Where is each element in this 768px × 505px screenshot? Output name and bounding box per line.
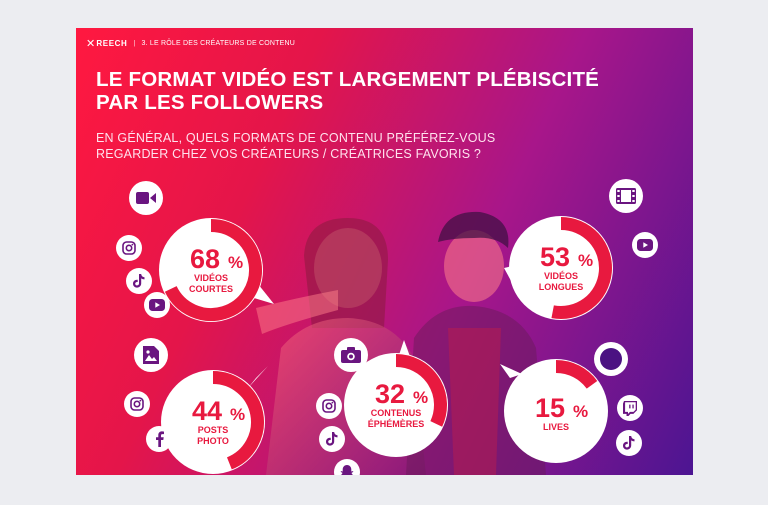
tiktok-icon xyxy=(126,268,152,294)
tiktok-icon xyxy=(616,430,642,456)
value-label: 15 xyxy=(535,393,565,423)
category-label-line-1: VIDÉOS xyxy=(194,273,228,283)
header-bar: ✕ REECH | 3. LE RÔLE DES CRÉATEURS DE CO… xyxy=(86,36,295,50)
record-icon xyxy=(594,342,628,376)
instagram-icon xyxy=(116,235,142,261)
category-label-line-2: PHOTO xyxy=(197,436,229,446)
youtube-icon xyxy=(632,232,658,258)
donut-arc xyxy=(164,219,262,321)
tiktok-icon xyxy=(319,426,345,452)
video-camera-icon xyxy=(129,181,163,215)
youtube-icon xyxy=(144,292,170,318)
title-line-2: PAR LES FOLLOWERS xyxy=(96,91,324,114)
donut-arc xyxy=(551,217,612,319)
donut-arc xyxy=(395,354,447,427)
page-subtitle: EN GÉNÉRAL, QUELS FORMATS DE CONTENU PRÉ… xyxy=(96,130,656,162)
page-title: LE FORMAT VIDÉO EST LARGEMENT PLÉBISCITÉ… xyxy=(96,68,656,114)
category-label-line-2: COURTES xyxy=(189,284,233,294)
category-label-line-2: LONGUES xyxy=(539,282,584,292)
bubble-background xyxy=(159,218,263,322)
film-icon xyxy=(609,179,643,213)
donut-4: 15 % LIVES xyxy=(500,359,608,463)
bubble-background xyxy=(509,216,613,320)
value-unit: % xyxy=(228,253,243,272)
section-label: 3. LE RÔLE DES CRÉATEURS DE CONTENU xyxy=(141,39,295,47)
bubble-background xyxy=(344,353,448,457)
value-unit: % xyxy=(578,251,593,270)
subtitle-line-2: REGARDER CHEZ VOS CRÉATEURS / CRÉATRICES… xyxy=(96,147,482,161)
snapchat-icon xyxy=(334,459,360,475)
value-label: 53 xyxy=(540,242,570,272)
value-unit: % xyxy=(573,402,588,421)
image-icon xyxy=(134,338,168,372)
value-label: 32 xyxy=(375,379,405,409)
category-label-line-2: ÉPHÉMÈRES xyxy=(368,419,425,429)
facebook-icon xyxy=(146,426,172,452)
category-label-line-1: VIDÉOS xyxy=(544,271,578,281)
donut-arc xyxy=(555,360,598,389)
reech-logo-icon: ✕ xyxy=(86,37,96,50)
twitch-icon xyxy=(617,395,643,421)
subtitle-line-1: EN GÉNÉRAL, QUELS FORMATS DE CONTENU PRÉ… xyxy=(96,131,496,145)
infographic-card: 68% VIDÉOS COURTES 53% VIDÉOS LONGUES 44% POSTS… xyxy=(76,28,693,475)
category-label-line-1: LIVES xyxy=(543,422,569,432)
category-label-line-1: CONTENUS xyxy=(371,408,422,418)
instagram-icon xyxy=(316,393,342,419)
bubble-tail xyxy=(500,364,522,378)
value-unit: % xyxy=(413,388,428,407)
brand-name: REECH xyxy=(96,38,128,48)
value-label: 44 xyxy=(192,396,222,426)
header-separator: | xyxy=(133,39,136,47)
bubble-tail xyxy=(248,366,268,388)
bubble-background xyxy=(504,359,608,463)
bubble-background xyxy=(161,370,265,474)
instagram-icon xyxy=(124,391,150,417)
donut-arc xyxy=(212,371,264,470)
camera-icon xyxy=(334,338,368,372)
value-unit: % xyxy=(230,405,245,424)
title-line-1: LE FORMAT VIDÉO EST LARGEMENT PLÉBISCITÉ xyxy=(96,68,600,91)
value-label: 68 xyxy=(190,244,220,274)
category-label-line-1: POSTS xyxy=(198,425,229,435)
